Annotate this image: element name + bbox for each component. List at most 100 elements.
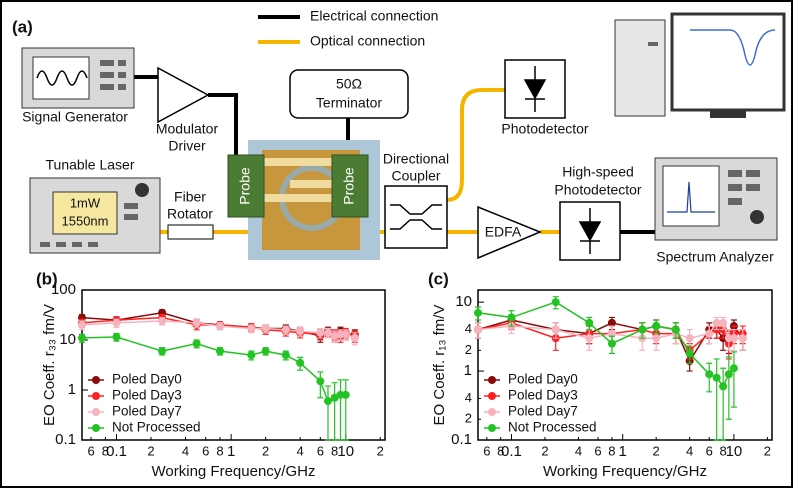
x-tick-label: 6: [202, 443, 209, 458]
y-tick-label: 4: [465, 321, 472, 336]
legend-marker: [488, 376, 496, 384]
data-point: [652, 322, 660, 330]
data-point: [158, 347, 166, 355]
label: EDFA: [485, 224, 522, 240]
monitor-stand: [710, 110, 746, 118]
x-tick-label: 6: [87, 443, 94, 458]
data-point: [730, 364, 738, 372]
legend-text: Poled Day3: [508, 388, 578, 403]
legend-text: Not Processed: [508, 420, 597, 435]
y-tick-label: 10: [59, 331, 76, 348]
x-tick-label: 2: [377, 443, 384, 458]
data-point: [78, 321, 86, 329]
x-tick-label: 4: [686, 443, 693, 458]
legend-marker: [92, 392, 100, 400]
legend-marker: [92, 424, 100, 432]
data-point: [719, 319, 727, 327]
x-tick-label: 6: [594, 443, 601, 458]
data-point: [686, 349, 694, 357]
x-tick-label: 8: [216, 443, 223, 458]
data-point: [342, 330, 350, 338]
label: Driver: [168, 138, 206, 154]
label: Tunable Laser: [46, 157, 135, 173]
y-tick-label: 1: [68, 381, 76, 398]
x-tick-label: 6: [483, 443, 490, 458]
data-point: [342, 391, 350, 399]
x-tick-label: 8: [608, 443, 615, 458]
data-point: [316, 329, 324, 337]
sg-screen: [33, 57, 89, 99]
data-point: [705, 370, 713, 378]
y-tick-label: 2: [465, 411, 472, 426]
y-tick-label: 0.1: [451, 431, 472, 448]
data-point: [705, 330, 713, 338]
x-tick-label: 2: [147, 443, 154, 458]
y-tick-label: 4: [465, 390, 472, 405]
x-axis-label: Working Frequency/GHz: [152, 463, 316, 480]
data-point: [585, 319, 593, 327]
drive: [648, 42, 658, 46]
y-tick-label: 2: [465, 342, 472, 357]
data-point: [296, 327, 304, 335]
data-point: [216, 322, 224, 330]
legend-marker: [488, 408, 496, 416]
x-tick-label: 2: [764, 443, 771, 458]
x-tick-label: 1: [227, 443, 235, 460]
label: Spectrum Analyzer: [656, 249, 774, 265]
x-axis-label: Working Frequency/GHz: [543, 463, 707, 480]
data-point: [262, 347, 270, 355]
sa-screen: [663, 166, 719, 226]
data-point: [585, 334, 593, 342]
y-tick-label: 1: [464, 362, 472, 379]
data-point: [552, 326, 560, 334]
x-tick-label: 0.1: [501, 443, 522, 460]
x-tick-label: 0.1: [106, 443, 127, 460]
knob: [135, 183, 149, 197]
label: Modulator: [156, 121, 219, 137]
data-point: [262, 324, 270, 332]
x-tick-label: 4: [182, 443, 189, 458]
label: High-speed: [562, 164, 634, 180]
x-tick-label: 2: [653, 443, 660, 458]
data-point: [507, 313, 515, 321]
x-tick-label: 1: [619, 443, 627, 460]
legend-text: Poled Day0: [508, 372, 578, 387]
legend-marker: [92, 376, 100, 384]
legend-text: Poled Day3: [112, 388, 182, 403]
label: Photodetector: [501, 121, 589, 137]
legend-text: Optical connection: [310, 33, 425, 49]
label: Directional: [383, 151, 449, 167]
label: Signal Generator: [22, 109, 128, 125]
data-point: [552, 298, 560, 306]
panel-label: (a): [12, 17, 33, 36]
data-point: [672, 326, 680, 334]
label: Photodetector: [554, 182, 642, 198]
label: Fiber: [174, 189, 206, 205]
x-tick-label: 10: [726, 443, 743, 460]
data-point: [652, 334, 660, 342]
legend-text: Poled Day7: [112, 404, 182, 419]
data-point: [158, 317, 166, 325]
data-point: [474, 309, 482, 317]
data-point: [719, 382, 727, 390]
legend-marker: [488, 392, 496, 400]
legend-text: Poled Day0: [112, 372, 182, 387]
figure: (a) Electrical connection Optical connec…: [0, 0, 793, 488]
legend-text: Not Processed: [112, 420, 201, 435]
data-point: [638, 326, 646, 334]
data-point: [216, 347, 224, 355]
label: 1mW: [70, 195, 101, 210]
coupler: [385, 186, 447, 248]
legend-marker: [92, 408, 100, 416]
computer: [615, 20, 665, 116]
legend-text: Electrical connection: [310, 8, 438, 24]
legend-text: Poled Day7: [508, 404, 578, 419]
data-point: [247, 351, 255, 359]
data-point: [739, 334, 747, 342]
label: Rotator: [167, 206, 213, 222]
x-tick-label: 6: [317, 443, 324, 458]
x-tick-label: 4: [575, 443, 582, 458]
data-point: [730, 334, 738, 342]
legend-marker: [488, 424, 496, 432]
data-point: [474, 326, 482, 334]
